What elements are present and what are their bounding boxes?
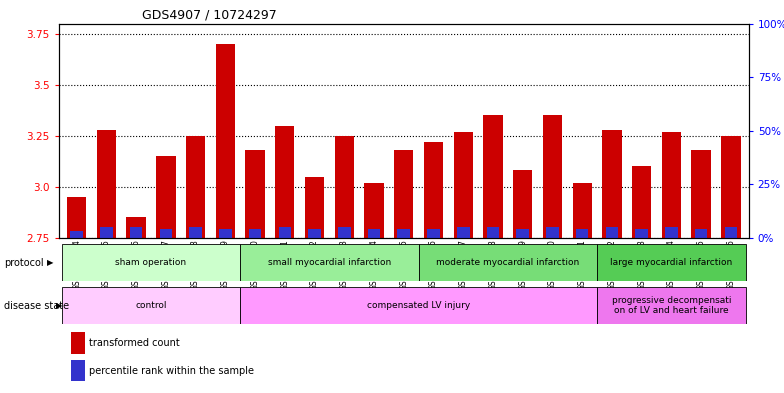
Bar — [62, 287, 240, 324]
Bar — [424, 142, 443, 238]
Bar — [724, 227, 737, 238]
Text: transformed count: transformed count — [89, 338, 180, 348]
Text: ▶: ▶ — [47, 258, 53, 267]
Bar — [427, 229, 440, 238]
Bar — [454, 132, 473, 238]
Bar — [338, 227, 350, 238]
Bar — [487, 227, 499, 238]
Text: GDS4907 / 10724297: GDS4907 / 10724297 — [142, 8, 276, 21]
Bar — [71, 231, 83, 238]
Bar — [695, 229, 707, 238]
Bar — [156, 156, 176, 238]
Bar — [513, 171, 532, 238]
Bar — [308, 229, 321, 238]
Bar — [691, 150, 711, 238]
Bar — [275, 126, 295, 238]
Text: disease state: disease state — [4, 301, 69, 311]
Bar — [602, 130, 622, 238]
Bar — [186, 136, 205, 238]
Bar — [576, 229, 589, 238]
Bar — [245, 150, 265, 238]
Bar — [597, 244, 746, 281]
Bar — [62, 244, 240, 281]
Text: protocol: protocol — [4, 257, 44, 268]
Bar — [305, 176, 325, 238]
Text: sham operation: sham operation — [115, 258, 187, 267]
Bar — [365, 183, 383, 238]
Text: small myocardial infarction: small myocardial infarction — [268, 258, 391, 267]
Bar — [126, 217, 146, 238]
Text: control: control — [135, 301, 167, 310]
Bar — [597, 287, 746, 324]
Bar — [216, 44, 235, 238]
Bar — [96, 130, 116, 238]
Bar — [665, 227, 677, 238]
Bar — [483, 116, 503, 238]
Text: moderate myocardial infarction: moderate myocardial infarction — [436, 258, 579, 267]
Text: progressive decompensati
on of LV and heart failure: progressive decompensati on of LV and he… — [612, 296, 731, 315]
Text: compensated LV injury: compensated LV injury — [367, 301, 470, 310]
Text: large myocardial infarction: large myocardial infarction — [610, 258, 732, 267]
Bar — [397, 229, 410, 238]
Text: ▶: ▶ — [56, 301, 63, 310]
Bar — [572, 183, 592, 238]
Bar — [517, 229, 529, 238]
Text: percentile rank within the sample: percentile rank within the sample — [89, 365, 254, 376]
Bar — [189, 227, 201, 238]
Bar — [543, 116, 562, 238]
Bar — [240, 287, 597, 324]
Bar — [100, 227, 113, 238]
Bar — [278, 227, 291, 238]
Bar — [721, 136, 741, 238]
Bar — [394, 150, 413, 238]
Bar — [457, 227, 470, 238]
Bar — [219, 229, 231, 238]
Bar — [662, 132, 681, 238]
Bar — [606, 227, 619, 238]
Bar — [419, 244, 597, 281]
Bar — [240, 244, 419, 281]
Bar — [546, 227, 559, 238]
Bar — [635, 229, 648, 238]
Bar — [249, 229, 261, 238]
Bar — [368, 229, 380, 238]
Bar — [632, 166, 652, 238]
Bar — [67, 197, 86, 238]
Bar — [130, 227, 143, 238]
Bar — [160, 229, 172, 238]
Bar — [335, 136, 354, 238]
